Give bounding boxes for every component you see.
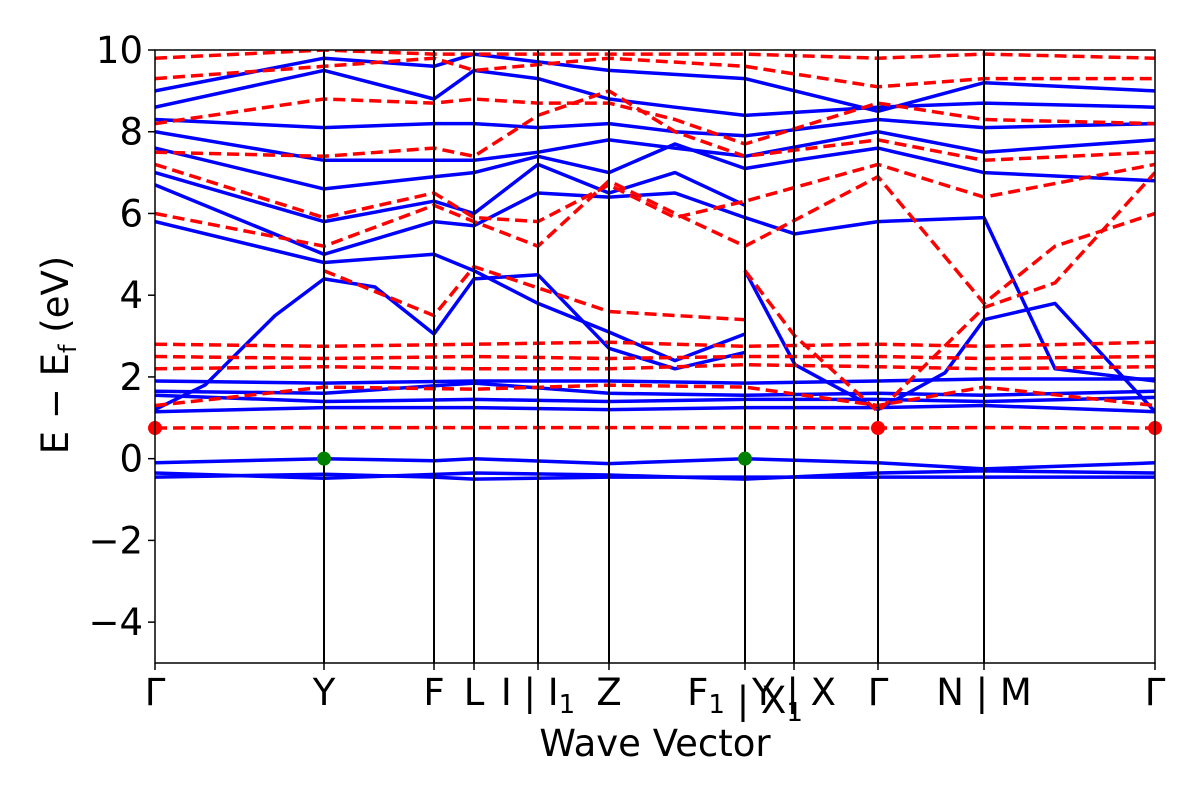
y-axis-label: E − Ef (eV) [34, 256, 82, 454]
solid-band-1 [155, 469, 1155, 481]
y-axis-label-main: E − E [34, 353, 77, 454]
dashed-band-12 [155, 50, 1155, 60]
y-tick-label: −4 [88, 601, 143, 644]
x-tick-label: N | M [936, 671, 1032, 714]
solid-band-13 [155, 162, 746, 224]
y-tick-label: 8 [119, 111, 143, 154]
x-tick-label: Y [312, 671, 336, 714]
extremum-marker [738, 451, 752, 466]
x-tick-label: Γ [145, 671, 166, 714]
solid-band-4 [155, 393, 1155, 404]
x-tick-label: L [464, 671, 485, 714]
dashed-band-6 [743, 171, 1155, 414]
solid-band-3 [155, 403, 1155, 414]
bands [155, 50, 1155, 481]
x-tick-label: F [423, 671, 444, 714]
x-axis-label: Wave Vector [539, 722, 771, 765]
x-tick-label: Y | X [751, 671, 836, 714]
solid-band-16 [155, 117, 1155, 138]
dashed-band-2 [155, 362, 1155, 371]
dashed-band-8 [155, 162, 1155, 224]
x-tick-label: Γ [868, 671, 889, 714]
solid-band-9 [155, 219, 746, 363]
solid-band-11 [744, 215, 1155, 383]
plot-frame [154, 49, 1156, 664]
solid-band-6 [155, 377, 1155, 385]
solid-band-5 [155, 381, 1155, 398]
x-tick-label: Γ [1145, 671, 1166, 714]
dashed-band-4 [155, 340, 1155, 349]
solid-band-8 [432, 273, 746, 371]
extremum-marker [871, 421, 885, 436]
y-ticks: −4 −2 0 2 4 6 8 10 [88, 29, 155, 644]
extremum-marker [317, 451, 331, 466]
solid-band-12 [155, 183, 746, 257]
plot-area [148, 49, 1162, 664]
solid-band-14 [155, 142, 1155, 191]
y-axis-label-subscript: f [54, 344, 82, 353]
x-tick-label: I | I1 [501, 671, 575, 720]
y-tick-label: −2 [88, 519, 143, 562]
y-tick-label: 2 [119, 356, 143, 399]
y-tick-label: 4 [119, 274, 143, 317]
y-axis-label-unit: (eV) [34, 256, 77, 345]
x-tick-label: Z [596, 671, 621, 714]
dashed-band-3 [155, 354, 1155, 361]
y-tick-label: 0 [119, 438, 143, 481]
y-tick-label: 6 [119, 192, 143, 235]
y-tick-label: 10 [96, 29, 143, 72]
solid-band-2 [155, 456, 1155, 471]
x-tick-label: F1 | X1 [687, 671, 803, 728]
dashed-band-7 [155, 174, 1155, 306]
dashed-band-1 [155, 383, 1155, 408]
